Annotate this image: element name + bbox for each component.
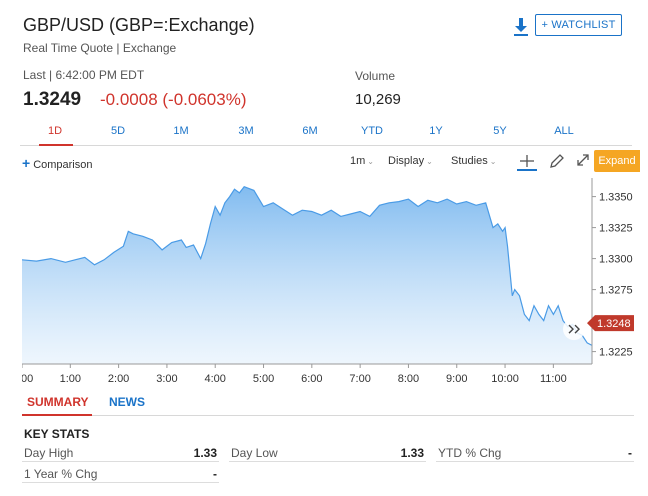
stat-ytd-change: YTD % Chg - (436, 442, 634, 462)
x-tick-label: 00 (22, 373, 33, 385)
range-tab-ytd[interactable]: YTD (361, 125, 383, 137)
volume-label: Volume (355, 69, 396, 83)
display-label: Display (388, 155, 425, 167)
draw-pencil-icon[interactable] (548, 152, 568, 170)
x-tick-label: 1:00 (60, 373, 81, 385)
price-change: -0.0008 (-0.0603%) (100, 90, 247, 109)
x-tick-label: 3:00 (156, 373, 177, 385)
interval-dropdown[interactable]: 1m ⌄ (350, 155, 374, 167)
tab-summary[interactable]: SUMMARY (27, 395, 89, 409)
price-line (21, 185, 593, 346)
page-title: GBP/USD (GBP=:Exchange) (23, 15, 255, 35)
scroll-to-latest-icon[interactable] (563, 318, 585, 341)
quote-subtitle: Real Time Quote | Exchange (23, 41, 177, 55)
studies-dropdown[interactable]: Studies ⌄ (451, 155, 496, 167)
stat-value: - (628, 446, 632, 460)
x-tick-label: 11:00 (540, 373, 567, 385)
tab-news[interactable]: NEWS (109, 395, 145, 409)
key-stats-heading: KEY STATS (24, 427, 90, 441)
stat-label: Day High (24, 446, 74, 460)
time-range-tabs: 1D 5D 1M 3M 6M YTD 1Y 5Y ALL (20, 122, 632, 146)
expand-arrows-icon[interactable] (575, 152, 595, 170)
last-time-label: Last | 6:42:00 PM EDT (23, 68, 145, 82)
content-tabs: SUMMARY NEWS (22, 392, 634, 416)
active-range-indicator (39, 144, 73, 146)
stat-day-low: Day Low 1.33 (229, 442, 426, 462)
y-tick-label: 1.3325 (599, 223, 633, 235)
stat-label: 1 Year % Chg (24, 467, 98, 481)
x-tick-label: 9:00 (446, 373, 467, 385)
comparison-button[interactable]: + Comparison (22, 155, 93, 171)
plus-icon: + (22, 155, 31, 171)
stat-value: 1.33 (193, 446, 217, 460)
x-tick-label: 10:00 (491, 373, 519, 385)
x-tick-label: 8:00 (398, 373, 419, 385)
download-icon[interactable] (513, 17, 529, 37)
range-tab-6m[interactable]: 6M (302, 125, 318, 137)
x-tick-label: 6:00 (301, 373, 322, 385)
active-tab-indicator (22, 414, 92, 416)
x-tick-label: 7:00 (349, 373, 370, 385)
stat-value: - (213, 467, 217, 481)
add-to-watchlist-button[interactable]: + WATCHLIST (535, 14, 622, 36)
stat-1y-change: 1 Year % Chg - (22, 463, 219, 483)
x-tick-label: 5:00 (253, 373, 274, 385)
x-tick-label: 2:00 (108, 373, 129, 385)
stat-value: 1.33 (400, 446, 424, 460)
range-tab-5y[interactable]: 5Y (493, 125, 507, 137)
y-tick-label: 1.3275 (599, 285, 633, 297)
chevron-down-icon: ⌄ (367, 157, 374, 166)
stat-label: Day Low (231, 446, 278, 460)
price-area (22, 186, 592, 364)
range-tab-1y[interactable]: 1Y (429, 125, 443, 137)
last-price-marker (587, 315, 634, 332)
last-price-label: 1.3248 (597, 318, 631, 330)
interval-label: 1m (350, 155, 366, 167)
y-tick-label: 1.3300 (599, 254, 633, 266)
stat-label: YTD % Chg (438, 446, 502, 460)
studies-label: Studies (451, 155, 488, 167)
chevron-down-icon: ⌄ (489, 157, 497, 166)
price-chart[interactable]: 1.33501.33251.33001.32751.32501.3225001:… (21, 178, 640, 388)
last-price: 1.3249 (23, 89, 82, 110)
y-tick-label: 1.3225 (599, 347, 633, 359)
crosshair-icon[interactable] (516, 152, 537, 171)
range-tab-1d[interactable]: 1D (47, 125, 63, 137)
chart-toolbar: + Comparison 1m ⌄ Display ⌄ Studies ⌄ Expand (20, 150, 640, 174)
display-dropdown[interactable]: Display ⌄ (388, 155, 433, 167)
chevron-down-icon: ⌄ (426, 157, 433, 166)
range-tab-5d[interactable]: 5D (110, 125, 126, 137)
range-tab-1m[interactable]: 1M (173, 125, 189, 137)
y-tick-label: 1.3350 (599, 192, 633, 204)
x-tick-label: 4:00 (205, 373, 226, 385)
stat-day-high: Day High 1.33 (22, 442, 219, 462)
comparison-label: Comparison (33, 159, 93, 171)
volume-value: 10,269 (355, 91, 401, 108)
range-tab-3m[interactable]: 3M (238, 125, 254, 137)
range-tab-all[interactable]: ALL (554, 125, 574, 137)
expand-button[interactable]: Expand (594, 150, 640, 172)
